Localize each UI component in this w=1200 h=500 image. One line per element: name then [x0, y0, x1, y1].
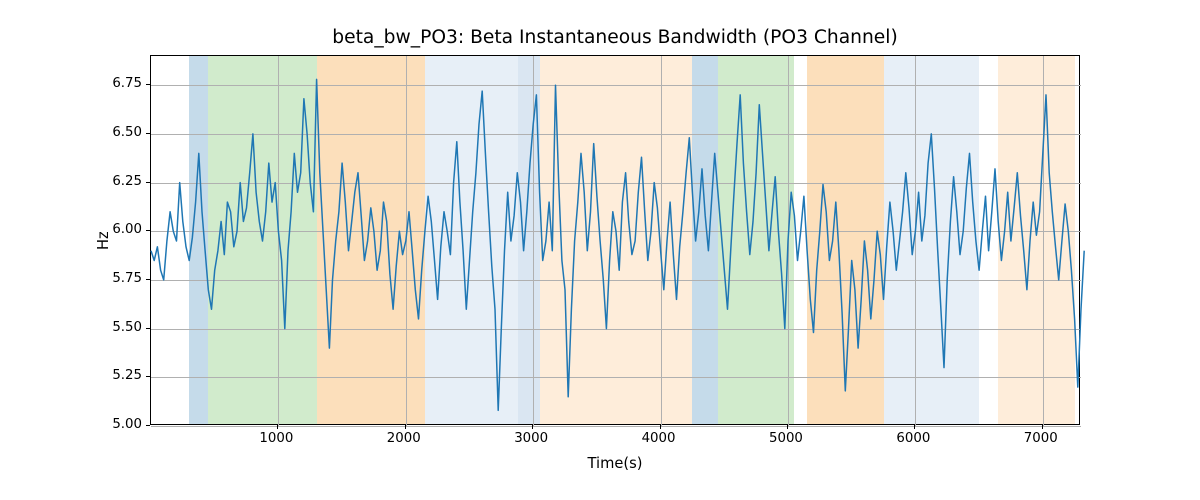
- y-tick-label: 5.75: [102, 271, 142, 286]
- y-tick-mark: [146, 376, 150, 377]
- y-tick-label: 5.00: [102, 417, 142, 432]
- x-tick-label: 5000: [769, 431, 803, 446]
- x-tick-mark: [914, 425, 915, 429]
- x-tick-mark: [277, 425, 278, 429]
- data-line: [151, 79, 1084, 410]
- y-tick-mark: [146, 84, 150, 85]
- y-tick-mark: [146, 230, 150, 231]
- y-tick-label: 5.50: [102, 320, 142, 335]
- x-tick-label: 7000: [1024, 431, 1058, 446]
- x-tick-mark: [1042, 425, 1043, 429]
- y-tick-mark: [146, 279, 150, 280]
- x-tick-mark: [660, 425, 661, 429]
- x-tick-label: 2000: [387, 431, 421, 446]
- x-tick-label: 4000: [642, 431, 676, 446]
- x-axis-label: Time(s): [150, 455, 1080, 472]
- gridline-horizontal: [151, 426, 1081, 427]
- chart-title: beta_bw_PO3: Beta Instantaneous Bandwidt…: [150, 27, 1080, 48]
- y-tick-mark: [146, 133, 150, 134]
- x-tick-mark: [532, 425, 533, 429]
- x-tick-mark: [787, 425, 788, 429]
- y-tick-label: 6.75: [102, 76, 142, 91]
- x-tick-mark: [405, 425, 406, 429]
- plot-area: [150, 55, 1080, 425]
- x-tick-label: 6000: [896, 431, 930, 446]
- x-tick-label: 1000: [259, 431, 293, 446]
- y-tick-label: 6.00: [102, 222, 142, 237]
- y-tick-mark: [146, 425, 150, 426]
- y-tick-label: 6.25: [102, 174, 142, 189]
- y-tick-label: 6.50: [102, 125, 142, 140]
- y-tick-mark: [146, 328, 150, 329]
- chart-figure: beta_bw_PO3: Beta Instantaneous Bandwidt…: [0, 0, 1200, 500]
- y-tick-mark: [146, 182, 150, 183]
- y-tick-label: 5.25: [102, 368, 142, 383]
- line-series: [151, 56, 1081, 426]
- x-tick-label: 3000: [514, 431, 548, 446]
